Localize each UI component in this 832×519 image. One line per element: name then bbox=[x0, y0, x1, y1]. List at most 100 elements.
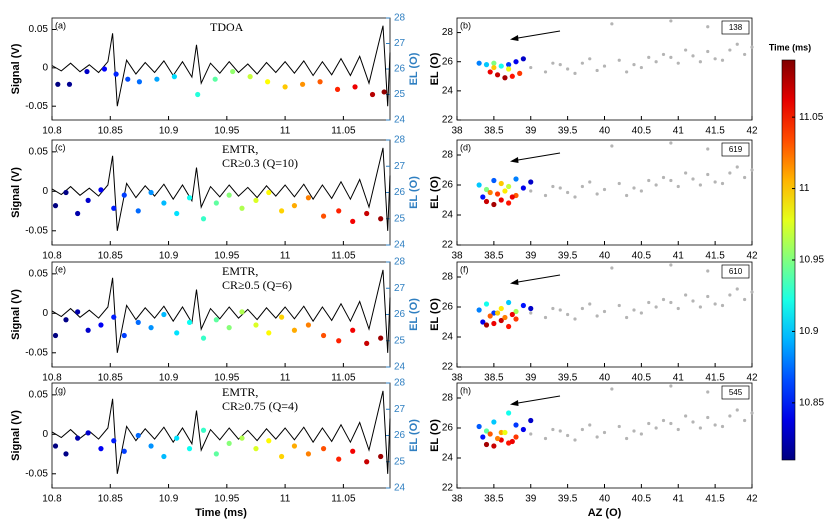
cloud-point bbox=[647, 55, 651, 59]
el-point bbox=[113, 71, 119, 77]
source-point bbox=[491, 201, 497, 208]
annotation: CR≥0.3 (Q=10) bbox=[222, 156, 298, 170]
source-point bbox=[480, 434, 486, 440]
colorbar-tick-label: 11 bbox=[799, 183, 810, 194]
el-point bbox=[266, 330, 272, 336]
cloud-point bbox=[743, 175, 747, 180]
source-point bbox=[502, 429, 508, 436]
source-point bbox=[483, 62, 490, 68]
y2-axis-label: EL (O) bbox=[408, 419, 420, 452]
el-point bbox=[279, 314, 285, 320]
el-point bbox=[98, 446, 104, 452]
cloud-point bbox=[728, 48, 732, 52]
cloud-point bbox=[566, 67, 570, 71]
cloud-point bbox=[566, 312, 570, 317]
source-point bbox=[506, 323, 512, 330]
x-tick-label: 10.9 bbox=[159, 251, 179, 262]
x-tick-label: 42 bbox=[746, 251, 758, 262]
y-tick-label: 28 bbox=[442, 27, 454, 38]
source-point bbox=[520, 426, 526, 433]
count-label: 610 bbox=[729, 267, 743, 276]
panel-label: (f) bbox=[460, 264, 469, 274]
x-tick-label: 41 bbox=[673, 494, 685, 505]
y-tick-label: -0.05 bbox=[25, 225, 48, 236]
el-point bbox=[135, 432, 141, 439]
cloud-point bbox=[639, 189, 643, 193]
cloud-point bbox=[669, 141, 673, 145]
cloud-point bbox=[625, 70, 629, 74]
cloud-point bbox=[573, 195, 577, 199]
cloud-point bbox=[713, 423, 717, 427]
cloud-point bbox=[573, 438, 577, 442]
el-point bbox=[84, 68, 90, 75]
x-tick-label: 38.5 bbox=[484, 494, 504, 505]
cloud-point bbox=[684, 171, 688, 175]
cloud-point bbox=[728, 293, 732, 297]
x-tick-label: 42 bbox=[746, 373, 758, 384]
count-label: 545 bbox=[729, 388, 743, 397]
cloud-point bbox=[654, 426, 658, 430]
y-tick-label: 22 bbox=[442, 115, 454, 126]
plot-frame bbox=[51, 139, 391, 246]
y2-tick-label: 28 bbox=[394, 13, 406, 24]
cloud-point bbox=[713, 302, 717, 306]
source-point bbox=[476, 182, 482, 188]
el-point bbox=[305, 451, 312, 457]
cloud-point bbox=[735, 42, 739, 46]
count-box bbox=[721, 20, 750, 35]
source-point bbox=[494, 72, 501, 78]
x-tick-label: 10.9 bbox=[159, 494, 179, 505]
source-point bbox=[528, 179, 534, 185]
x-axis-label: Time (ms) bbox=[195, 507, 247, 519]
y2-tick-label: 24 bbox=[394, 362, 406, 373]
x-tick-label: 38 bbox=[451, 251, 463, 262]
x-tick-label: 10.85 bbox=[98, 251, 123, 262]
cloud-point bbox=[610, 144, 614, 148]
source-point bbox=[483, 441, 490, 448]
signal-line bbox=[51, 147, 391, 231]
cloud-point bbox=[684, 48, 688, 52]
panel-label: (c) bbox=[55, 142, 66, 152]
el-point bbox=[239, 435, 245, 441]
y-tick-label: 24 bbox=[442, 453, 454, 464]
cloud-point bbox=[617, 303, 621, 308]
y2-tick-label: 27 bbox=[394, 283, 406, 294]
y2-tick-label: 26 bbox=[394, 309, 406, 320]
x-tick-label: 42 bbox=[746, 494, 758, 505]
y2-tick-label: 28 bbox=[394, 257, 406, 268]
x-tick-label: 39 bbox=[525, 126, 537, 137]
el-point bbox=[320, 213, 327, 219]
cloud-point bbox=[698, 183, 702, 187]
cloud-point bbox=[543, 70, 548, 74]
el-point bbox=[75, 435, 81, 441]
cloud-point bbox=[551, 306, 555, 311]
cloud-point bbox=[617, 181, 621, 186]
source-point bbox=[498, 180, 504, 187]
count-label: 138 bbox=[729, 23, 743, 32]
plot-frame bbox=[456, 139, 753, 246]
el-point bbox=[317, 79, 323, 85]
source-point bbox=[520, 56, 526, 62]
cloud-point bbox=[661, 175, 666, 180]
el-point bbox=[364, 210, 370, 217]
x-tick-label: 42 bbox=[746, 126, 758, 137]
el-point bbox=[98, 322, 104, 328]
cloud-point bbox=[654, 183, 658, 187]
x-tick-label: 41 bbox=[673, 251, 685, 262]
x-tick-label: 38.5 bbox=[484, 251, 504, 262]
cloud-point bbox=[691, 299, 695, 303]
el-point bbox=[265, 79, 271, 85]
y2-tick-label: 28 bbox=[394, 378, 406, 389]
x-tick-label: 10.8 bbox=[42, 494, 62, 505]
el-point bbox=[350, 218, 356, 224]
cloud-point bbox=[698, 60, 702, 64]
el-point bbox=[253, 197, 259, 203]
cloud-point bbox=[558, 308, 562, 312]
cloud-point bbox=[706, 415, 710, 420]
x-tick-label: 10.95 bbox=[214, 126, 239, 137]
annotation: EMTR, bbox=[222, 385, 258, 399]
source-point bbox=[506, 62, 512, 68]
y2-tick-label: 25 bbox=[394, 335, 406, 346]
el-point bbox=[253, 322, 259, 328]
cloud-point bbox=[750, 411, 754, 415]
